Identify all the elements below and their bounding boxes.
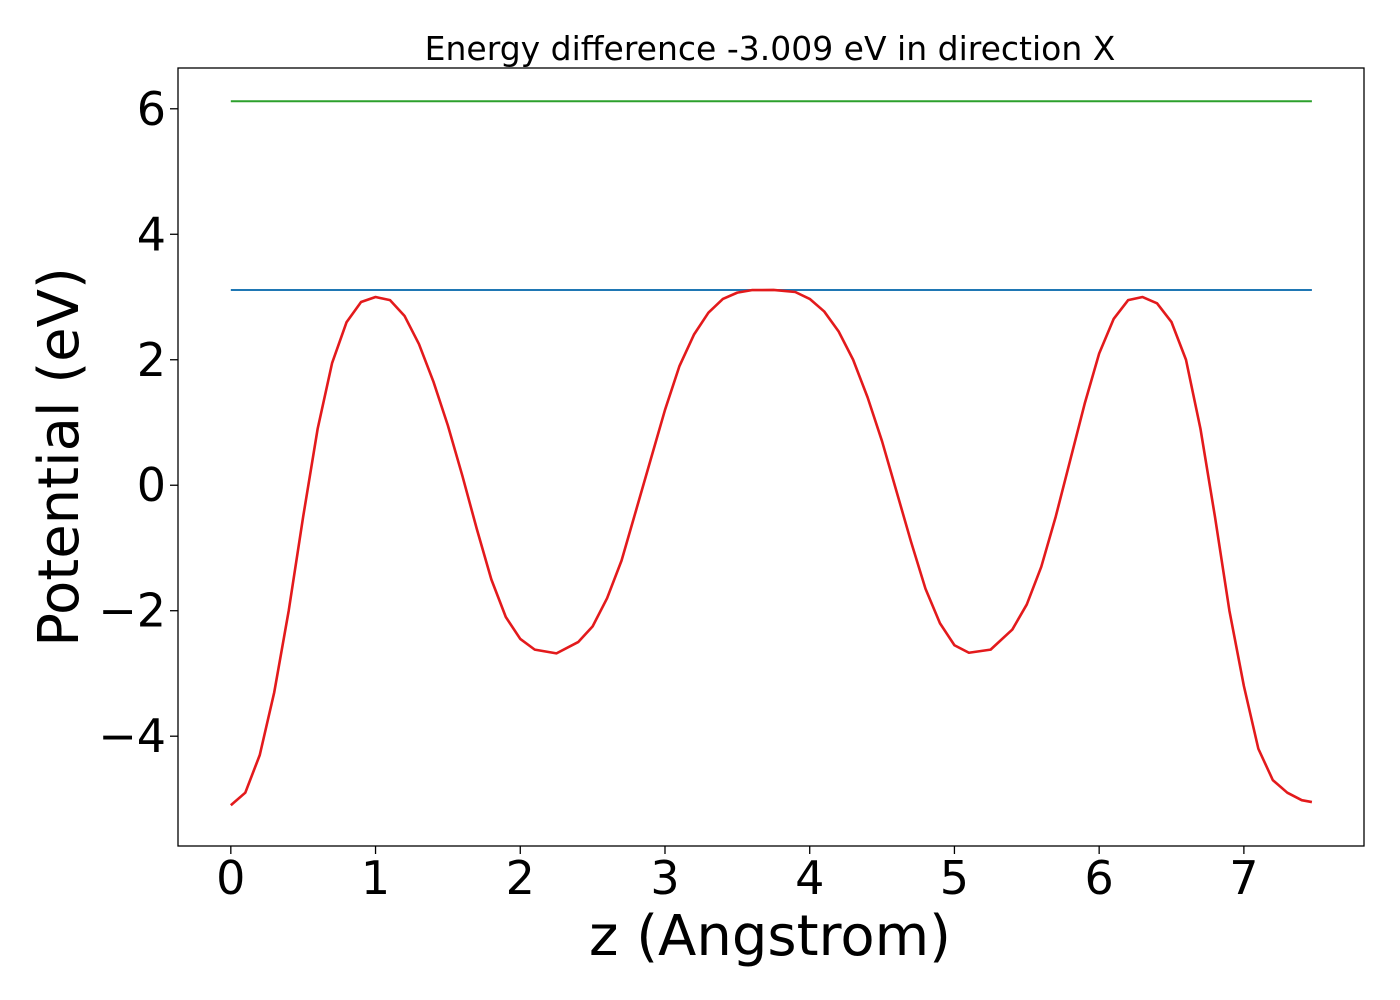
x-tick-label: 2 <box>506 851 535 905</box>
y-tick-label: 0 <box>137 458 166 512</box>
plot-frame <box>177 67 1365 847</box>
y-tick-label: 6 <box>137 82 166 136</box>
x-tick-label: 5 <box>940 851 969 905</box>
x-tick-label: 3 <box>650 851 679 905</box>
x-tick-label: 0 <box>216 851 245 905</box>
y-tick-label: 4 <box>137 207 166 261</box>
x-tick-label: 4 <box>795 851 824 905</box>
chart-title: Energy difference -3.009 eV in direction… <box>425 29 1116 68</box>
series-line-3 <box>229 288 1313 807</box>
y-tick-label: 2 <box>137 333 166 387</box>
x-tick-label: 1 <box>361 851 390 905</box>
y-tick-label: −2 <box>98 584 166 638</box>
y-axis-label: Potential (eV) <box>27 267 92 647</box>
y-tick-label: −4 <box>98 709 166 763</box>
series-layer <box>229 100 1313 807</box>
x-axis: 0 1 2 3 4 5 6 7 <box>216 846 1259 905</box>
x-axis-label: z (Angstrom) <box>589 904 951 969</box>
x-tick-label: 7 <box>1229 851 1258 905</box>
x-tick-label: 6 <box>1085 851 1114 905</box>
y-axis: −4 −2 0 2 4 6 <box>98 82 178 763</box>
